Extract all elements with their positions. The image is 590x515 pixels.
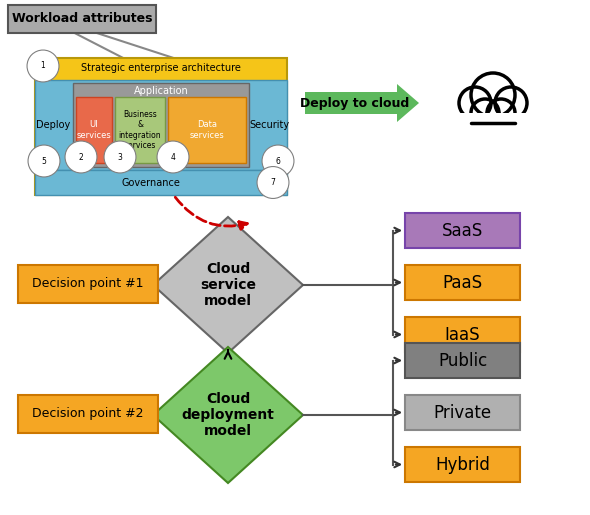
Text: Cloud
deployment
model: Cloud deployment model bbox=[182, 392, 274, 438]
Bar bbox=[168, 97, 246, 163]
FancyArrowPatch shape bbox=[175, 197, 247, 229]
Text: Governance: Governance bbox=[122, 178, 181, 187]
Text: 4: 4 bbox=[171, 152, 175, 162]
Circle shape bbox=[495, 87, 527, 119]
Circle shape bbox=[471, 73, 515, 117]
Polygon shape bbox=[153, 347, 303, 483]
Bar bbox=[405, 447, 520, 482]
Bar bbox=[18, 265, 158, 303]
FancyArrow shape bbox=[305, 84, 419, 122]
Bar bbox=[76, 97, 112, 163]
Text: Private: Private bbox=[434, 403, 491, 421]
Text: Application: Application bbox=[133, 86, 188, 96]
Text: 3: 3 bbox=[117, 152, 123, 162]
Bar bbox=[405, 395, 520, 430]
Bar bbox=[35, 58, 287, 195]
Text: Deploy: Deploy bbox=[36, 120, 70, 130]
Text: Cloud
service
model: Cloud service model bbox=[200, 262, 256, 308]
Text: Decision point #2: Decision point #2 bbox=[32, 407, 144, 421]
Bar bbox=[405, 343, 520, 378]
Bar bbox=[18, 395, 158, 433]
Text: Business
&
integration
services: Business & integration services bbox=[119, 110, 161, 150]
Bar bbox=[35, 80, 287, 170]
Text: 5: 5 bbox=[41, 157, 47, 165]
Bar bbox=[405, 265, 520, 300]
Text: Public: Public bbox=[438, 352, 487, 369]
Bar bbox=[459, 113, 527, 132]
Text: 1: 1 bbox=[41, 61, 45, 71]
Text: Security: Security bbox=[249, 120, 289, 130]
Bar bbox=[73, 83, 249, 167]
Bar bbox=[405, 213, 520, 248]
Circle shape bbox=[487, 99, 515, 127]
Text: 6: 6 bbox=[276, 157, 280, 165]
Text: Workload attributes: Workload attributes bbox=[12, 12, 152, 26]
Text: Deploy to cloud: Deploy to cloud bbox=[300, 96, 409, 110]
Text: Decision point #1: Decision point #1 bbox=[32, 278, 144, 290]
Bar bbox=[35, 170, 287, 195]
Text: Strategic enterprise architecture: Strategic enterprise architecture bbox=[81, 63, 241, 73]
Text: Data
services: Data services bbox=[189, 121, 224, 140]
Circle shape bbox=[471, 99, 499, 127]
Bar bbox=[405, 317, 520, 352]
Text: 7: 7 bbox=[271, 178, 276, 187]
Text: SaaS: SaaS bbox=[442, 221, 483, 239]
Text: 2: 2 bbox=[78, 152, 83, 162]
Bar bbox=[8, 5, 156, 33]
Text: PaaS: PaaS bbox=[442, 273, 483, 291]
Circle shape bbox=[459, 87, 491, 119]
Bar bbox=[115, 97, 165, 163]
Text: Hybrid: Hybrid bbox=[435, 455, 490, 473]
Polygon shape bbox=[153, 217, 303, 353]
Text: UI
services: UI services bbox=[77, 121, 112, 140]
Text: IaaS: IaaS bbox=[445, 325, 480, 344]
